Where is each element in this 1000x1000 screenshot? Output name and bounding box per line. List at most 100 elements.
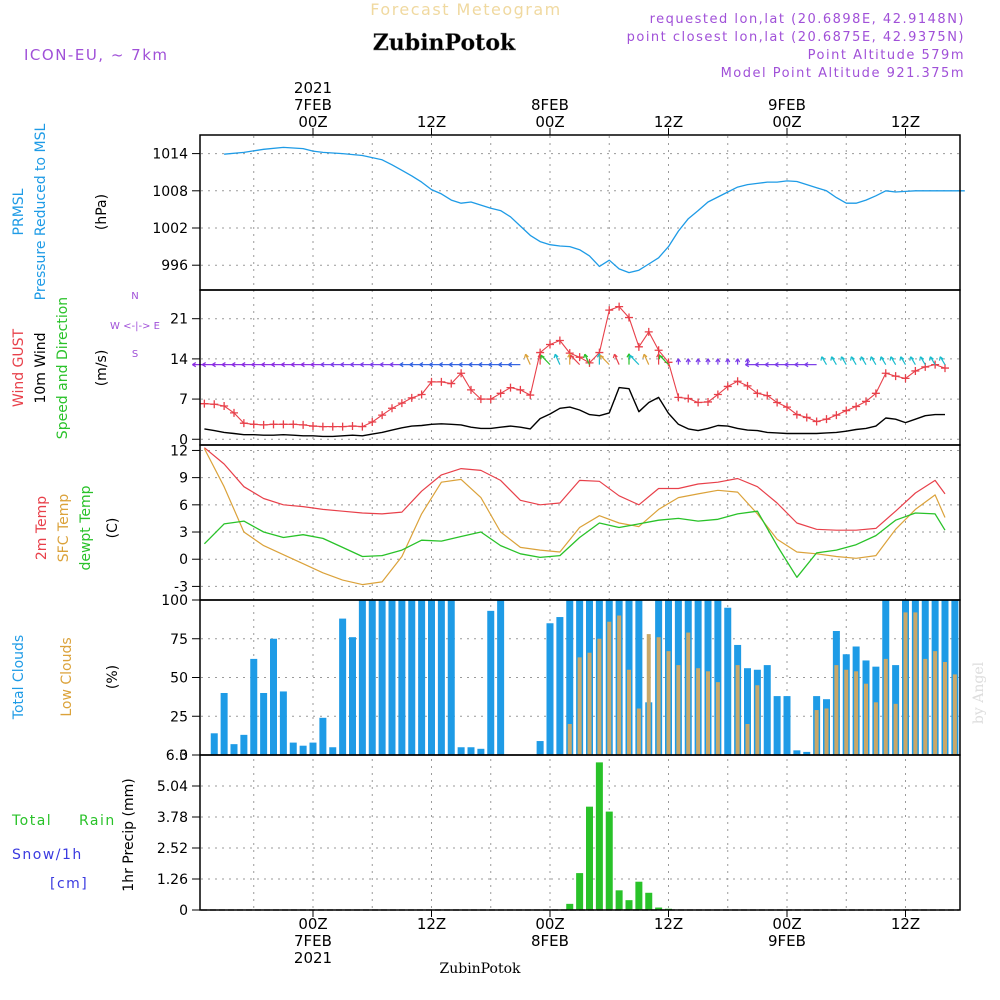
low-cloud-bar [952,674,957,755]
bottom-time-label: 00Z [298,915,327,933]
footer-location: ZubinPotok [439,961,521,977]
total-cloud-bar [329,747,337,755]
wind-gust-marker [822,415,831,424]
chart-subtitle: Forecast Meteogram [370,0,561,19]
total-cloud-bar [763,665,771,755]
wind-gust-marker [249,420,258,429]
pressure-ytick-label: 996 [161,258,188,274]
total-cloud-bar [635,600,643,755]
low-cloud-bar [745,724,750,755]
total-cloud-bar [378,600,386,755]
wind-arrow-head [251,362,256,368]
wind-ytick-label: 21 [170,312,188,328]
low-cloud-bar [567,724,572,755]
wind-arrow-head [448,362,453,368]
wind-arrow-head [290,362,295,368]
wind-arrow-head [280,362,285,368]
precip-ytick-label: 5.04 [157,779,188,795]
low-cloud-bar [834,665,839,755]
clouds-ytick-label: 25 [170,709,188,725]
wind-arrow-head [330,362,335,368]
wind-gust-marker [447,379,456,388]
temp-unit-label: (C) [105,518,121,539]
wind-arrow-head [612,353,618,359]
wind-gust-marker [723,382,732,391]
grid [192,128,959,917]
wind-gust-marker [862,397,870,406]
total-cloud-bar [556,617,564,755]
low-cloud-bar [597,638,602,755]
low-cloud-bar [646,634,651,755]
top-time-label: 00Z [535,113,564,131]
wind-gust-marker [467,385,475,394]
wind-gust-marker [546,340,554,349]
precip-ytick-label: 6.3 [166,748,188,764]
wind-gust-marker [210,400,219,409]
precip-axis-label: 1hr Precip (mm) [121,778,137,891]
total-cloud-bar [793,750,801,755]
low-cloud-bar [587,652,592,755]
wind-gust-marker [427,377,436,386]
precip-bar [576,873,584,910]
wind-arrow-head [419,362,424,368]
precip-bar [605,811,613,910]
wind-arrow-head [794,362,799,368]
wind-arrow-head [764,362,769,368]
wind-arrow-head [429,362,434,368]
wind-gust-marker [407,393,416,402]
compass-north: N [131,291,138,302]
low-cloud-bar [873,702,878,755]
total-cloud-bar [447,600,455,755]
wind-gust-marker [585,358,594,367]
wind-arrow-head [919,356,924,361]
wind-gust-line [204,306,946,428]
wind-gust-marker [743,381,752,390]
top-time-label: 12Z [891,113,920,131]
total-cloud-bar [783,696,791,755]
total-cloud-bar [388,600,396,755]
low-cloud-bar [923,658,928,755]
clouds-ytick-label: 100 [161,593,188,609]
total-cloud-bar [250,658,258,755]
total-cloud-bar [279,691,287,755]
compass-south: S [132,349,138,360]
total-cloud-bar [467,747,475,755]
bottom-time-label: 12Z [654,915,683,933]
bottom-time-label: 12Z [417,915,446,933]
pressure-ytick-label: 1008 [152,184,188,200]
wind-gust-marker [328,422,337,431]
total-cloud-bar [270,638,277,755]
total-cloud-bar [724,607,732,755]
wind-arrow-head [745,362,750,368]
wind-arrow-head [300,362,305,368]
2m-temp-line [204,447,946,531]
wind-gust-marker [496,389,505,398]
low-cloud-bar [824,708,829,755]
wind-gust-marker [526,391,535,400]
total-cloud-bar [457,747,465,755]
wind-unit-label: (m/s) [94,350,110,387]
wind-speed-direction-label: Speed and Direction [55,297,71,439]
temperature-ytick-label: 3 [179,525,188,541]
low-clouds-label: Low Clouds [59,637,75,716]
wind-arrow-head [705,358,711,363]
precip-bar [635,881,643,910]
wind-gust-marker [348,422,357,431]
wind-arrow-head [938,356,944,361]
total-cloud-bar [398,600,406,755]
wind-arrow-head [735,358,741,363]
wind-10m-label: 10m Wind [33,332,49,403]
wind-gust-marker [605,306,614,315]
temp-2m-label: 2m Temp [34,496,50,560]
wind-gust-marker [911,366,920,375]
pressure-ytick-label: 1002 [152,221,188,237]
wind-gust-marker [812,417,821,426]
top-time-label: 7FEB [294,96,332,114]
precip-legend-rain: Rain [79,813,116,829]
wind-gust-marker [299,420,308,429]
wind-arrow-head [658,354,664,360]
clouds-ytick-label: 75 [170,632,188,648]
precip-ytick-label: 2.52 [157,841,188,857]
low-cloud-bar [735,665,740,755]
total-cloud-bar [260,693,268,755]
